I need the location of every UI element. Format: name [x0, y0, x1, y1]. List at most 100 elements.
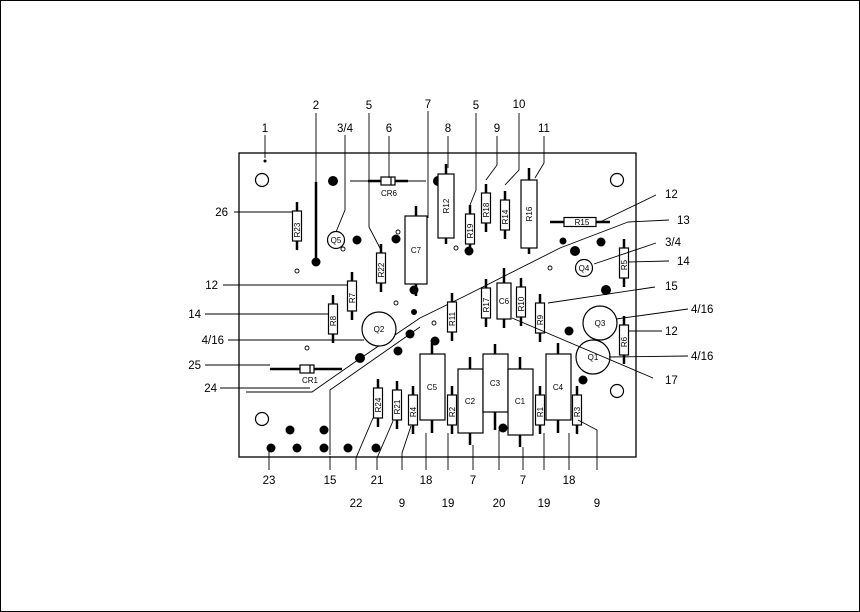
component-label: R15	[575, 218, 590, 227]
solder-pad	[596, 237, 606, 247]
component-label: R8	[329, 315, 338, 326]
component-label: R3	[573, 406, 582, 417]
component-label: C2	[465, 397, 476, 406]
component-label: R14	[501, 209, 510, 224]
component-label: Q2	[374, 325, 385, 334]
callout-label: 5	[366, 100, 372, 112]
transistor-q2	[361, 311, 397, 347]
component-label: R11	[448, 311, 457, 326]
via-holes	[294, 229, 553, 351]
solder-pad	[564, 326, 574, 336]
callout-label: 20	[493, 498, 506, 510]
component-label: R12	[442, 198, 451, 213]
component-label: C6	[499, 297, 510, 306]
callout-label: 10	[513, 99, 526, 111]
component-labels: CR6 CR1 R23 R22 R7 R8 R12 R19 R18 R14 R1…	[293, 189, 629, 417]
solder-pad	[319, 443, 329, 453]
component-label: R10	[517, 296, 526, 311]
callout-label: 7	[520, 475, 526, 487]
callout-label: 3/4	[665, 237, 682, 249]
solder-pad	[411, 309, 417, 315]
solder-pad	[570, 246, 580, 256]
solder-pad	[393, 346, 403, 356]
callout-label: 24	[204, 383, 217, 395]
callout-label: 12	[665, 189, 678, 201]
component-label: C7	[411, 246, 422, 255]
solder-pad	[578, 375, 588, 385]
callout-label: 9	[494, 123, 500, 135]
callout-label: 7	[425, 99, 431, 111]
component-label: R7	[348, 292, 357, 303]
solder-pads	[266, 176, 611, 453]
callout-label: 15	[665, 281, 678, 293]
component-label: Q5	[331, 236, 342, 245]
callout-label: 9	[399, 498, 405, 510]
callout-label: 12	[205, 280, 218, 292]
callout-label: 9	[594, 498, 600, 510]
callout-label: 2	[313, 100, 319, 112]
mounting-hole	[609, 383, 625, 399]
component-label: R24	[374, 397, 383, 412]
solder-pad	[371, 443, 381, 453]
callout-label: 18	[563, 475, 576, 487]
diode-cr6	[368, 176, 408, 186]
callout-label: 19	[538, 498, 551, 510]
leader-lines	[205, 111, 689, 470]
solder-pad	[266, 443, 276, 453]
mounting-hole	[254, 172, 270, 188]
solder-pad	[352, 235, 362, 245]
callout-label: 13	[677, 215, 690, 227]
solder-pad	[319, 425, 329, 435]
component-label: R5	[620, 259, 629, 270]
component-label: R16	[525, 206, 534, 221]
solder-pad	[498, 423, 508, 433]
solder-pad	[311, 257, 321, 267]
transistor-q4	[574, 258, 594, 278]
component-label: R2	[448, 406, 457, 417]
component-label: R9	[536, 314, 545, 325]
solder-pad	[285, 425, 295, 435]
callout-label: 26	[215, 207, 228, 219]
component-label: Q3	[595, 319, 606, 328]
solder-pad	[405, 329, 415, 339]
component-label: C3	[490, 379, 501, 388]
capacitors	[404, 206, 572, 447]
mounting-holes	[254, 172, 625, 427]
component-label: R4	[409, 406, 418, 417]
callout-label: 1	[262, 123, 268, 135]
solder-pad	[343, 443, 353, 453]
solder-pad	[355, 353, 365, 363]
callout-label: 4/16	[691, 304, 713, 316]
component-label: Q1	[588, 353, 599, 362]
component-label: R22	[377, 262, 386, 277]
component-label: C5	[427, 383, 438, 392]
transistor-q3	[582, 305, 618, 341]
callout-label: 4/16	[691, 351, 713, 363]
component-label: C4	[553, 383, 564, 392]
callout-labels: 1 2 3/4 5 6 7 8 5 9 10 11 12 13 3/4 14 1…	[188, 99, 713, 510]
callout-label: 4/16	[202, 335, 224, 347]
mounting-hole	[609, 172, 625, 188]
diode-cr1	[270, 364, 342, 374]
component-label: R19	[466, 223, 475, 238]
callout-label: 17	[665, 375, 678, 387]
component-label: Q4	[579, 264, 590, 273]
callout-label: 11	[538, 123, 550, 135]
solder-pad	[601, 285, 611, 295]
component-label: R6	[620, 336, 629, 347]
mounting-hole	[254, 411, 270, 427]
callout-label: 5	[473, 100, 479, 112]
callout-label: 14	[188, 309, 201, 321]
callout-label: 8	[445, 123, 451, 135]
component-label: C1	[515, 397, 526, 406]
callout-label: 15	[324, 475, 337, 487]
callout-label: 25	[188, 360, 201, 372]
callout-label: 23	[263, 475, 276, 487]
callout-label: 3/4	[337, 123, 354, 135]
solder-pad	[292, 443, 302, 453]
callout-label: 6	[386, 123, 392, 135]
resistors	[291, 164, 630, 436]
board-corner-dot	[263, 159, 267, 163]
component-label: R1	[536, 406, 545, 417]
component-label: R21	[393, 399, 402, 414]
